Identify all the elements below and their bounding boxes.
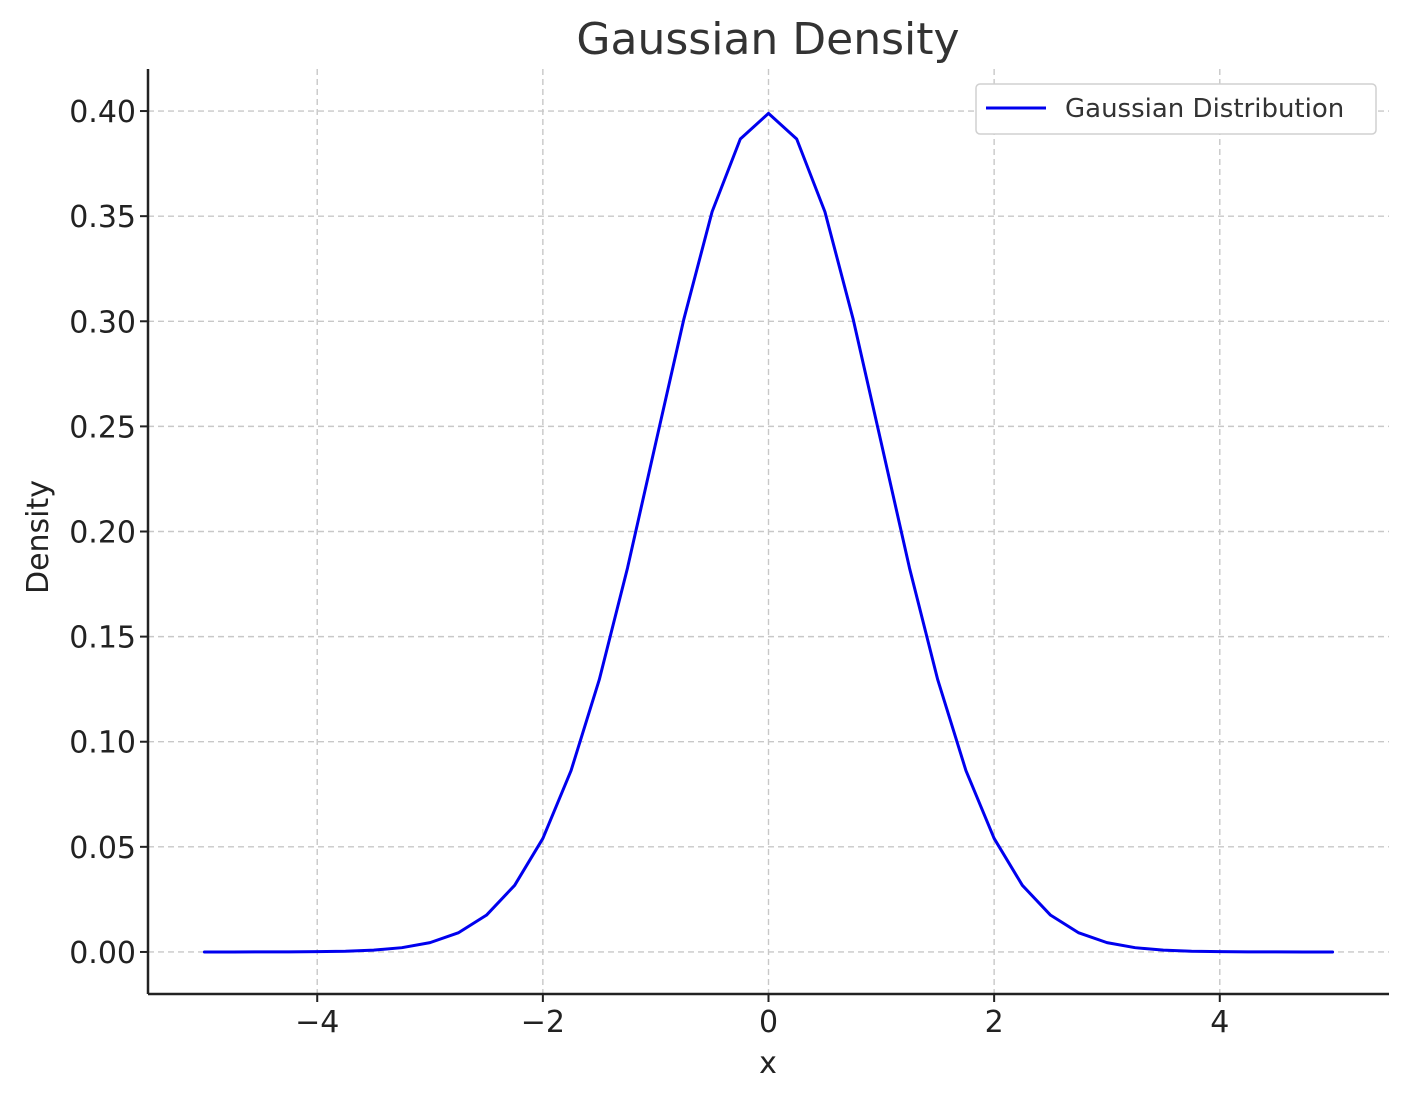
x-tick-label: −4 [295, 1005, 339, 1040]
x-tick-label: 2 [985, 1005, 1004, 1040]
legend: Gaussian Distribution [975, 83, 1377, 135]
x-ticks: −4 −2 0 2 4 [295, 994, 1229, 1040]
y-tick-label: 0.20 [69, 516, 136, 551]
y-tick-label: 0.00 [69, 936, 136, 971]
x-tick-label: −2 [521, 1005, 565, 1040]
y-tick-label: 0.05 [69, 831, 136, 866]
legend-label: Gaussian Distribution [1065, 94, 1344, 124]
x-tick-label: 0 [759, 1005, 778, 1040]
y-tick-label: 0.40 [69, 95, 136, 130]
y-tick-label: 0.30 [69, 305, 136, 340]
y-tick-label: 0.25 [69, 410, 136, 445]
x-tick-label: 4 [1210, 1005, 1229, 1040]
y-ticks: 0.00 0.05 0.10 0.15 0.20 0.25 0.30 0.35 0.40 [69, 95, 148, 971]
gaussian-distribution-line [202, 111, 1335, 954]
y-axis-label: Density [21, 480, 56, 594]
x-axis-label: x [759, 1046, 777, 1081]
y-tick-label: 0.35 [69, 200, 136, 235]
grid [148, 69, 1389, 994]
y-tick-label: 0.15 [69, 621, 136, 656]
legend-box [975, 83, 1377, 135]
y-tick-label: 0.10 [69, 726, 136, 761]
chart-title: Gaussian Density [576, 14, 959, 65]
